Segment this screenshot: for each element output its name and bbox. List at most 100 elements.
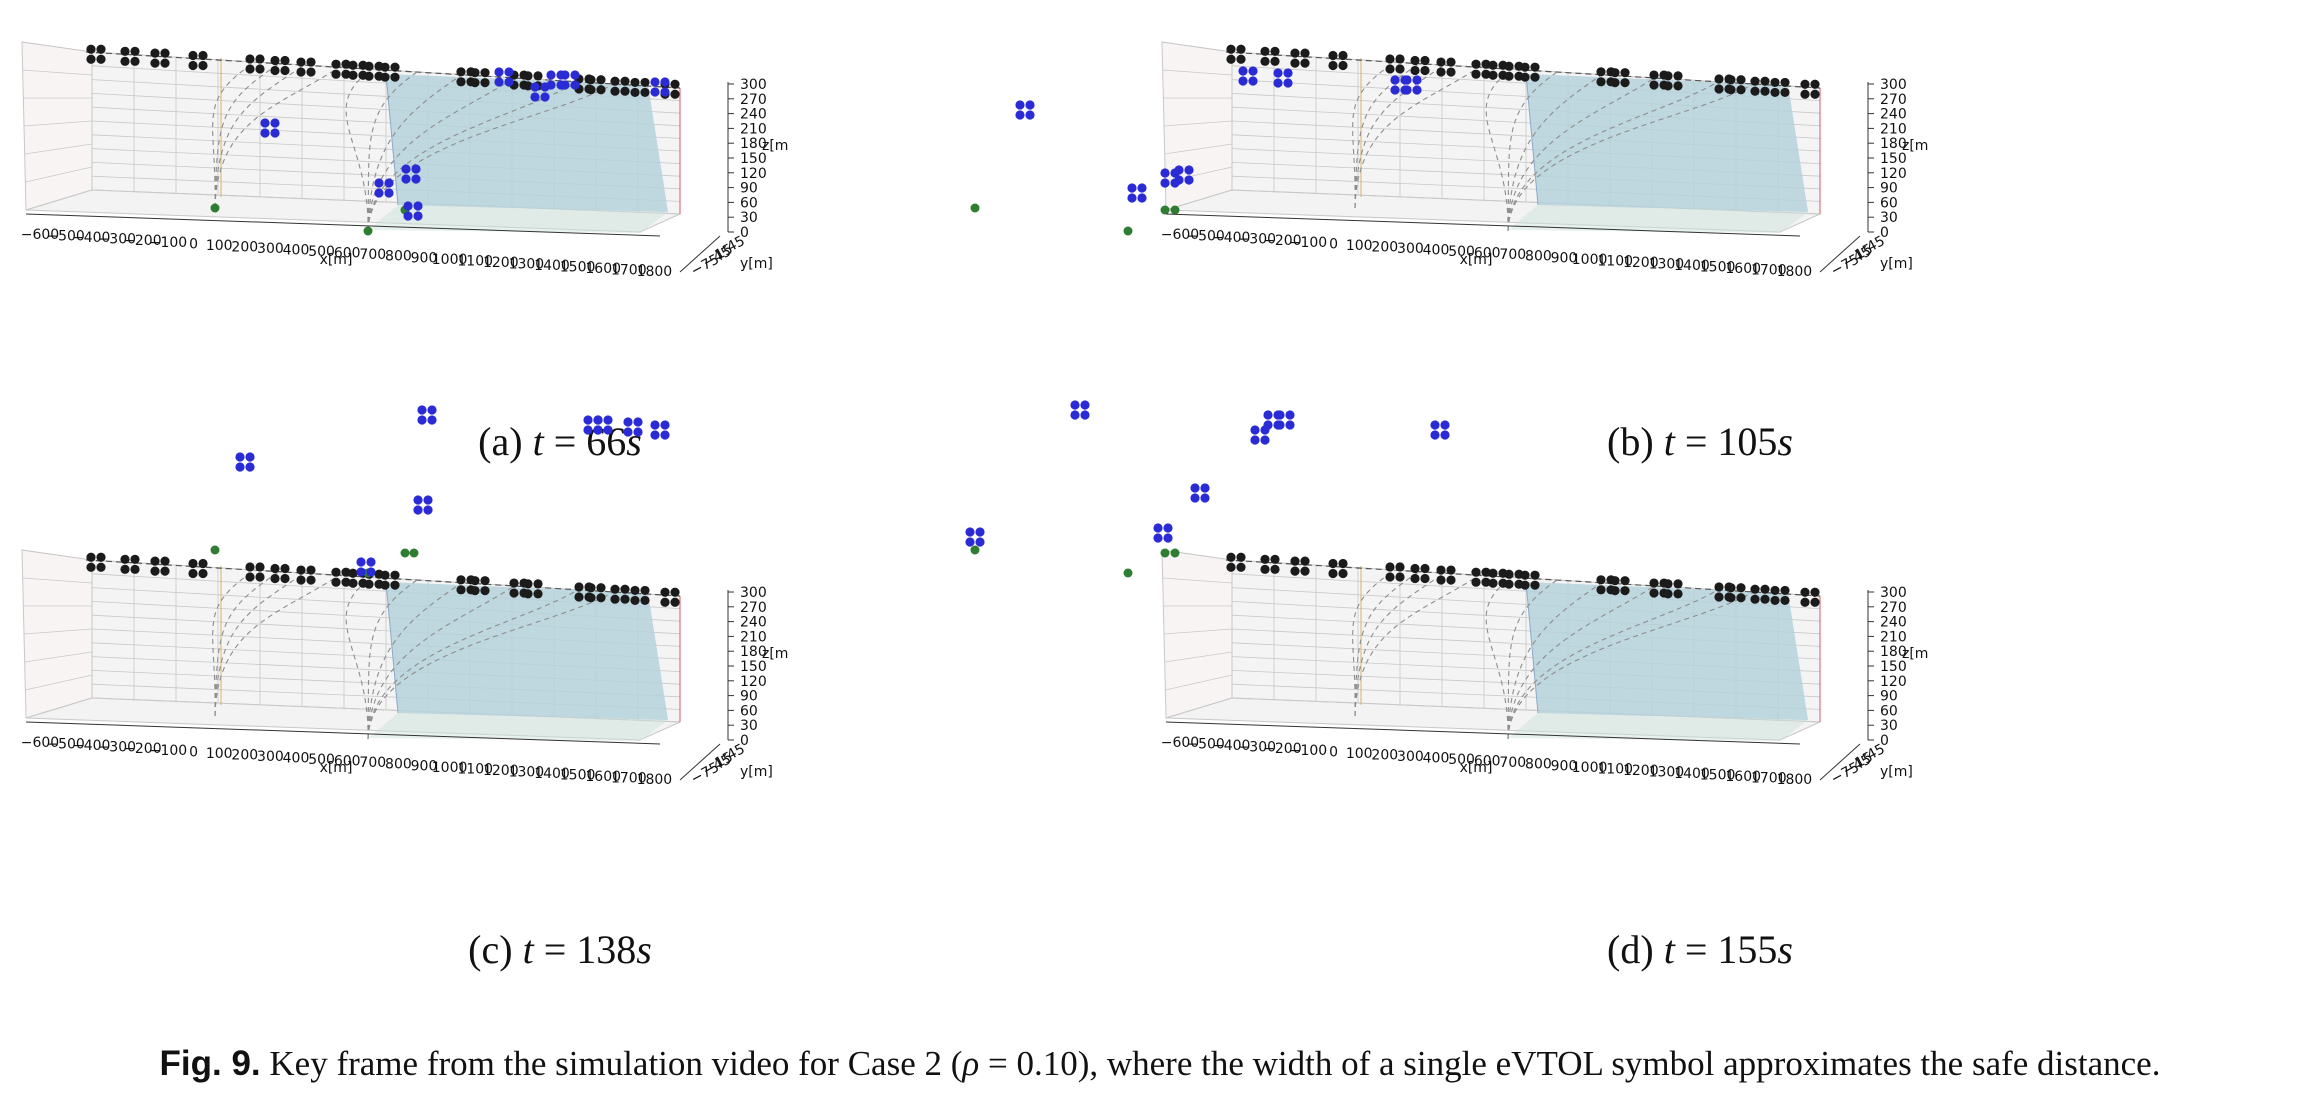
evtol-waiting	[1750, 584, 1770, 604]
evtol-active	[413, 495, 433, 515]
subfigure-d: −600 −500 −400 −300 −200 −100 0 100 200 300 400 500…	[965, 400, 2260, 978]
trajectory	[367, 582, 520, 740]
x-tick-label: −400	[72, 230, 110, 246]
evtol-waiting	[586, 583, 606, 603]
z-tick-label: 90	[740, 181, 758, 197]
z-tick-label: 30	[1880, 718, 1898, 734]
trajectory	[1352, 569, 1396, 717]
y-axis-label: y[m]	[1880, 764, 1913, 780]
evtol-active	[965, 527, 985, 547]
evtol-waiting	[245, 562, 265, 582]
corridor-side	[368, 74, 668, 233]
evtol-waiting	[1770, 77, 1790, 98]
grid-line	[1163, 120, 1233, 127]
corridor-volume	[386, 582, 668, 720]
trajectory	[1354, 62, 1421, 209]
x-tick-label: 900	[1551, 758, 1578, 774]
x-axis-label: x[m]	[1460, 760, 1493, 776]
x-tick-label: −400	[1212, 230, 1250, 246]
grid-line	[1165, 674, 1233, 691]
left-pane	[21, 41, 93, 211]
x-tick-label: 1400	[1674, 258, 1710, 274]
grid-line	[23, 628, 93, 635]
evtol-waiting	[150, 48, 170, 68]
z-tick-label: 150	[1880, 151, 1907, 167]
trajectory	[345, 67, 375, 232]
trajectory	[212, 569, 256, 717]
z-tick-label: 0	[1880, 733, 1889, 749]
trajectory	[367, 74, 520, 232]
grid-line	[1162, 69, 1233, 76]
x-tick-label: 1100	[1597, 761, 1633, 777]
evtol-active	[1430, 420, 1450, 440]
grid-line	[1162, 577, 1233, 584]
z-tick-label: 30	[740, 210, 758, 226]
x-tick-label: 400	[283, 751, 310, 767]
x-tick-label: 100	[1346, 238, 1373, 254]
evtol-active	[1250, 425, 1270, 445]
trajectory	[1352, 61, 1396, 209]
evtol-waiting	[380, 62, 400, 82]
x-tick-label: −400	[1212, 738, 1250, 754]
x-tick-label: 800	[1525, 249, 1552, 265]
x-tick-label: 1800	[1777, 772, 1813, 788]
evtol-waiting	[1436, 57, 1456, 77]
z-tick-label: 120	[740, 166, 767, 182]
z-tick-label: 30	[740, 718, 758, 734]
z-tick-label: 240	[1880, 615, 1907, 631]
evtol-active	[417, 405, 437, 425]
x-tick-label: 1500	[560, 768, 596, 784]
x-tick-label: −500	[46, 737, 84, 753]
vertiport	[1123, 568, 1133, 578]
evtol-active	[1153, 523, 1173, 543]
trajectory	[1507, 587, 1761, 740]
z-tick-label: 90	[1880, 689, 1898, 705]
trajectory	[214, 63, 307, 209]
x-tick-label: 300	[257, 749, 284, 765]
evtol-waiting	[380, 570, 400, 590]
trajectory	[1485, 575, 1515, 740]
x-tick-label: −600	[21, 735, 59, 751]
z-tick-label: 0	[740, 225, 749, 241]
evtol-waiting	[1385, 562, 1405, 582]
y-tick-label: 15	[712, 241, 735, 263]
x-tick-label: −300	[98, 740, 136, 756]
subfigure-c: −600 −500 −400 −300 −200 −100 0 100 200 300 400 500…	[0, 405, 1120, 978]
trajectory	[1354, 571, 1447, 717]
plot-3d-a: −600−500−400−300−200−100 0 100200300400500…	[21, 41, 788, 280]
x-tick-label: 1700	[1751, 263, 1787, 279]
y-axis-label: y[m]	[740, 256, 773, 272]
evtol-waiting	[270, 55, 290, 76]
vertiport	[210, 203, 220, 213]
x-tick-label: 0	[1329, 236, 1338, 252]
trajectory	[367, 79, 621, 232]
trajectory	[1507, 69, 1561, 232]
evtol-active	[1238, 66, 1258, 86]
grid-line	[1161, 41, 1233, 53]
corridor-volume	[1526, 74, 1808, 212]
corridor-side	[1508, 582, 1808, 741]
z-tick-label: 30	[1880, 210, 1898, 226]
x-tick-label: 700	[1499, 247, 1526, 263]
z-tick-label: 270	[740, 600, 767, 616]
x-tick-label: 200	[1371, 239, 1398, 255]
evtol-active	[1015, 100, 1035, 120]
x-tick-label: 600	[334, 246, 361, 262]
x-tick-label: 1000	[432, 252, 468, 268]
evtol-waiting	[610, 76, 630, 96]
trajectory	[367, 69, 421, 232]
trajectory	[1507, 582, 1660, 740]
evtol-active	[560, 70, 580, 90]
grid-line	[25, 189, 93, 211]
x-tick-label: 900	[411, 758, 438, 774]
x-tick-label: 1700	[611, 771, 647, 787]
y-axis-line	[679, 743, 721, 781]
trajectory	[212, 61, 256, 209]
z-axis-label: z[m	[762, 646, 788, 662]
evtol-waiting	[1260, 46, 1280, 66]
evtol-waiting	[331, 59, 351, 79]
x-tick-label: 1000	[432, 760, 468, 776]
z-axis-label: z[m	[1902, 138, 1928, 154]
vertiport	[210, 545, 220, 555]
grid-line	[22, 577, 93, 584]
